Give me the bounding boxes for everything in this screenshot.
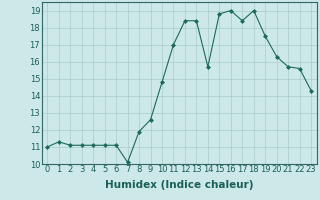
X-axis label: Humidex (Indice chaleur): Humidex (Indice chaleur) (105, 180, 253, 190)
